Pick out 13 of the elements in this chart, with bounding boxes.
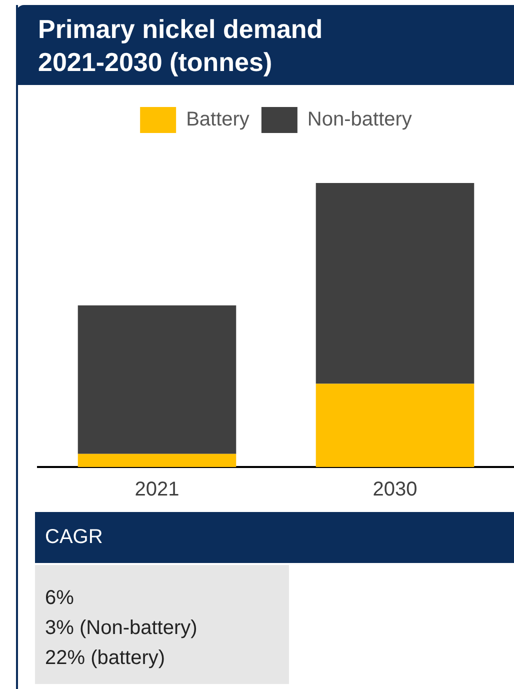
bar: [316, 384, 474, 467]
text: 3% (Non-battery): [45, 616, 198, 641]
bar: [78, 305, 236, 454]
bar: [78, 454, 236, 467]
legend-label: Non-battery: [307, 108, 412, 131]
legend-label: Battery: [186, 108, 250, 131]
x-tick-label: 2030: [372, 478, 418, 501]
text: CAGR: [35, 512, 514, 563]
text: 22% (battery): [45, 646, 166, 671]
text: 6%: [45, 586, 75, 611]
bar: [316, 183, 474, 384]
chart-title: Primary nickel demand 2021-2030 (tonnes): [38, 13, 324, 79]
x-tick-label: 2021: [134, 478, 180, 501]
